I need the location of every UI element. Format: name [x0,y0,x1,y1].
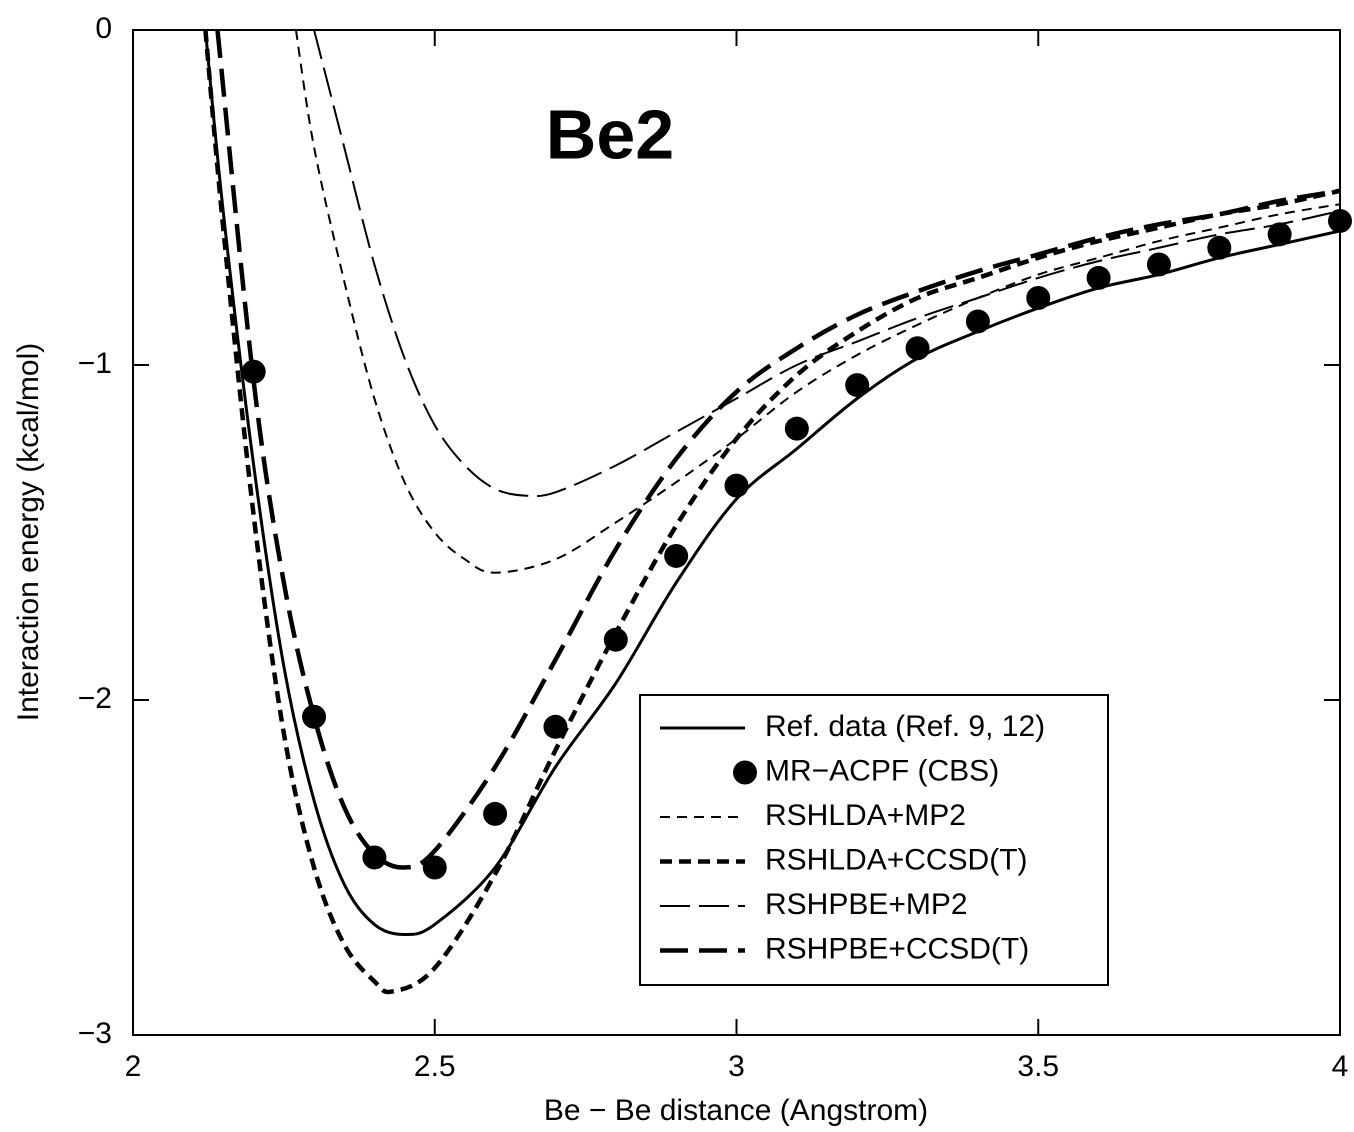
curves [203,30,1340,995]
legend: Ref. data (Ref. 9, 12) MR−ACPF (CBS) RSHLD… [639,694,1109,986]
legend-box [639,694,1109,986]
data-point [241,359,266,384]
data-point [664,543,689,568]
series-line [294,30,1340,574]
y-axis-label: Interaction energy (kcal/mol) [12,343,45,722]
x-tick-label: 3.5 [1017,1050,1059,1083]
legend-label: Ref. data (Ref. 9, 12) [765,710,1045,743]
x-axis-label: Be − Be distance (Angstrom) [544,1094,928,1127]
data-point [1146,252,1171,277]
legend-label: RSHPBE+CCSD(T) [765,932,1029,965]
data-point [1026,286,1051,310]
x-tick-label: 3 [728,1050,745,1083]
data-point [543,714,568,739]
x-tick-label: 2.5 [414,1050,456,1083]
legend-label: MR−ACPF (CBS) [765,754,999,787]
data-point [724,473,749,498]
annotation: Be2 [546,95,674,173]
legend-label: RSHLDA+MP2 [765,799,966,832]
y-tick-label: −3 [78,1017,112,1050]
series-line [215,30,1340,870]
y-tick-label: −1 [78,347,112,380]
series-line [203,30,1340,937]
y-tick-label: 0 [95,12,112,45]
y-tick-label: −2 [78,682,112,715]
data-point [422,855,447,880]
legend-label: RSHLDA+CCSD(T) [765,843,1028,876]
data-point [784,416,809,441]
data-point [965,309,990,334]
data-point [905,336,930,361]
data-point [302,704,327,729]
data-point [1086,265,1111,290]
data-point [1267,222,1292,247]
data-point [1328,208,1352,233]
series-line [313,30,1340,498]
data-point [362,845,387,870]
series-line [203,30,1340,995]
legend-label: RSHPBE+MP2 [765,888,968,921]
x-tick-label: 4 [1332,1050,1349,1083]
x-tick-label: 2 [125,1050,142,1083]
legend-marker [733,760,757,785]
data-point [845,373,870,398]
data-point [603,627,628,652]
data-point [1207,235,1232,260]
data-point [483,801,508,826]
